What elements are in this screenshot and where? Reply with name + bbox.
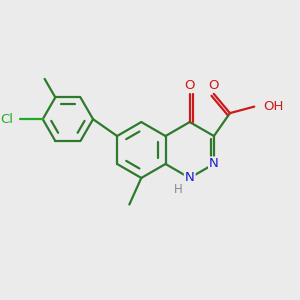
Text: N: N [209,158,219,170]
Text: H: H [174,183,183,196]
Text: Cl: Cl [0,113,14,126]
Text: O: O [208,79,219,92]
Text: N: N [185,172,195,184]
Text: O: O [184,79,195,92]
Text: OH: OH [264,100,284,113]
